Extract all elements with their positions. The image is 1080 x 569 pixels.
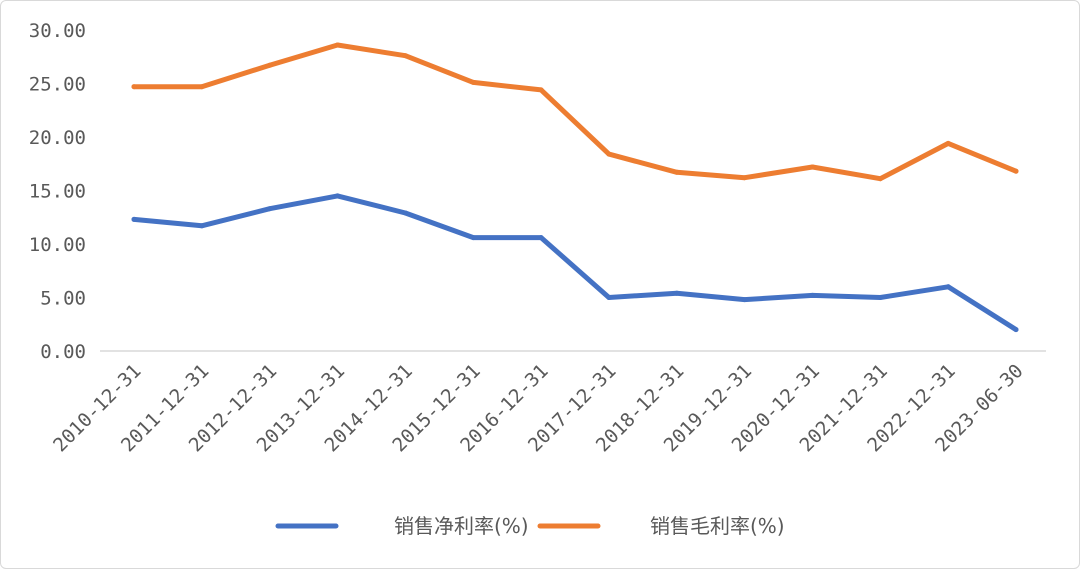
y-axis-ticks: 0.00 5.00 10.00 15.00 20.00 25.00 30.00 bbox=[29, 20, 86, 363]
series-layer bbox=[131, 42, 1019, 333]
data-point bbox=[538, 235, 544, 241]
data-point bbox=[674, 290, 680, 296]
y-tick-label: 0.00 bbox=[40, 341, 86, 363]
data-point bbox=[131, 84, 137, 90]
legend-label: 销售毛利率(%) bbox=[650, 514, 785, 538]
legend: 销售净利率(%) 销售毛利率(%) bbox=[275, 514, 785, 538]
y-tick-label: 25.00 bbox=[29, 74, 86, 96]
series-line-1 bbox=[131, 42, 1019, 182]
data-point bbox=[199, 84, 205, 90]
data-point bbox=[810, 164, 815, 170]
data-point bbox=[199, 223, 205, 229]
data-point bbox=[742, 175, 748, 181]
data-point bbox=[606, 151, 612, 157]
data-point bbox=[402, 210, 408, 216]
data-point bbox=[402, 53, 408, 59]
data-point bbox=[470, 235, 476, 241]
data-point bbox=[131, 216, 137, 222]
data-point bbox=[267, 62, 273, 68]
data-point bbox=[335, 42, 340, 48]
data-point bbox=[470, 79, 476, 85]
data-point bbox=[674, 169, 680, 175]
data-point bbox=[267, 206, 273, 212]
data-point bbox=[538, 87, 544, 93]
y-tick-label: 15.00 bbox=[29, 181, 86, 203]
data-point bbox=[945, 284, 951, 290]
legend-label: 销售净利率(%) bbox=[394, 514, 529, 538]
data-point bbox=[945, 140, 951, 146]
y-tick-label: 5.00 bbox=[40, 288, 86, 310]
y-tick-label: 20.00 bbox=[29, 127, 86, 149]
y-tick-label: 30.00 bbox=[29, 20, 86, 42]
x-axis-ticks: 2010-12-312011-12-312012-12-312013-12-31… bbox=[49, 360, 1027, 456]
y-tick-label: 10.00 bbox=[29, 234, 86, 256]
data-point bbox=[1013, 168, 1019, 174]
data-point bbox=[606, 295, 612, 300]
data-point bbox=[877, 176, 883, 182]
data-point bbox=[877, 295, 883, 300]
data-point bbox=[742, 297, 748, 303]
data-point bbox=[810, 292, 815, 298]
data-point bbox=[335, 193, 340, 199]
data-point bbox=[1013, 327, 1019, 333]
series-line-0 bbox=[131, 193, 1019, 333]
